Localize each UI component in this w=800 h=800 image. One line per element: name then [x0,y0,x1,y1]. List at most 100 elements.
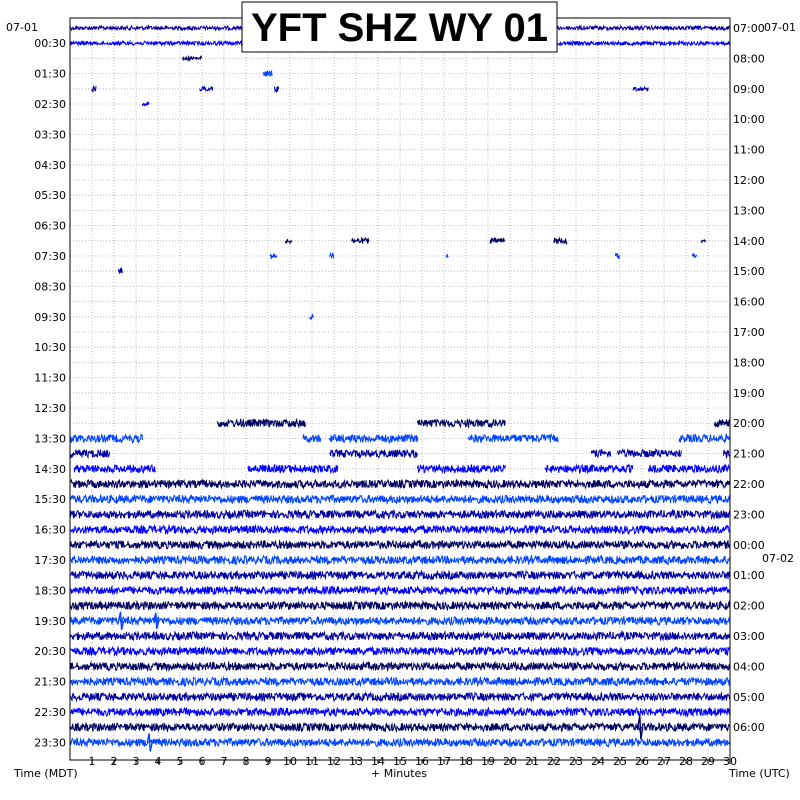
x-tick-label: 18 [459,755,473,768]
right-time-label: 09:00 [733,83,765,96]
trace-segment [69,706,731,718]
x-tick-label: 28 [679,755,693,768]
right-time-label: 20:00 [733,417,765,430]
trace-segment [247,463,339,475]
left-time-label: 07:30 [34,250,66,263]
trace-segment [142,100,150,107]
title-box [241,1,558,53]
x-tick-label: 21 [525,755,539,768]
right-time-label: 03:00 [733,630,765,643]
trace-segment [69,584,731,597]
trace-segment [199,85,214,92]
trace-segment [692,252,698,258]
x-tick-label: 6 [199,755,206,768]
trace-segment [489,237,506,244]
right-time-label: 04:00 [733,660,765,673]
trace-segment [69,508,731,521]
left-date-label: 07-01 [6,21,38,34]
x-tick-label: 10 [283,755,297,768]
x-tick-label: 7 [221,755,228,768]
trace-segment [69,478,731,490]
trace-segment [274,86,280,94]
right-time-label: 23:00 [733,508,765,521]
right-time-label: 11:00 [733,144,765,157]
trace-segment [69,433,143,445]
left-time-label: 12:30 [34,402,66,415]
right-time-labels: 07:00 08:00 09:00 10:00 11:00 12:00 13:00 14:00… [733,22,765,734]
right-time-label: 10:00 [733,113,765,126]
trace-segment [678,433,731,444]
right-time-label: 05:00 [733,691,765,704]
trace-segment [700,238,706,243]
trace-segment [69,675,731,688]
right-time-label: 00:00 [733,539,765,552]
left-time-label: 15:30 [34,493,66,506]
left-time-label: 19:30 [34,615,66,628]
trace-segment [722,449,731,460]
event-spike [146,733,153,752]
right-time-label: 01:00 [733,569,765,582]
event-spike [153,612,160,629]
right-time-label: 13:00 [733,204,765,217]
left-time-label: 14:30 [34,463,66,476]
event-spike [117,611,125,630]
trace-segment [69,736,731,749]
left-time-label: 00:30 [34,37,66,50]
x-tick-label: 1 [89,755,96,768]
x-tick-label: 20 [503,755,517,768]
x-axis-right-label: Time (UTC) [728,767,790,780]
x-tick-label: 8 [243,755,250,768]
x-tick-label: 4 [155,755,162,768]
right-time-label: 12:00 [733,174,765,187]
right-time-label: 14:00 [733,235,765,248]
x-tick-label: 17 [437,755,451,768]
left-time-label: 03:30 [34,128,66,141]
x-tick-label: 13 [349,755,363,768]
trace-segment [302,433,322,444]
left-time-label: 18:30 [34,584,66,597]
x-tick-label: 29 [701,755,715,768]
left-time-label: 21:30 [34,676,66,689]
right-time-label: 15:00 [733,265,765,278]
left-time-labels: 00:30 01:30 02:30 03:30 04:30 05:30 06:30 07:30… [34,37,66,749]
right-date-label: 07-01 [764,21,796,34]
x-tick-label: 12 [327,755,341,768]
right-time-label: 17:00 [733,326,765,339]
trace-segment [648,463,730,474]
left-time-label: 09:30 [34,311,66,324]
x-tick-label: 27 [657,755,671,768]
trace-segment [544,463,634,475]
x-tick-label: 30 [723,755,737,768]
x-tick-label: 15 [393,755,407,768]
trace-segment [417,464,507,475]
trace-segment [285,238,293,246]
right-time-label: 08:00 [733,52,765,65]
x-axis-left-label: Time (MDT) [13,767,78,780]
right-time-label: 19:00 [733,387,765,400]
trace-segment [91,85,97,93]
x-tick-label: 9 [265,755,272,768]
trace-segment [73,463,156,475]
x-tick-label: 22 [547,755,561,768]
x-tick-label: 16 [415,755,429,768]
trace-segment [69,721,731,734]
left-time-label: 04:30 [34,159,66,172]
right-time-label: 21:00 [733,448,765,461]
trace-segment [632,85,649,92]
event-spike [637,715,644,740]
left-time-label: 17:30 [34,554,66,567]
x-tick-label: 19 [481,755,495,768]
trace-segment [181,54,203,62]
trace-segment [417,417,506,429]
trace-segment [216,417,306,429]
left-time-label: 22:30 [34,706,66,719]
right-time-label: 16:00 [733,296,765,309]
x-tick-label: 24 [591,755,605,768]
trace-segment [117,266,123,275]
left-time-label: 10:30 [34,341,66,354]
left-time-label: 06:30 [34,220,66,233]
left-time-label: 01:30 [34,68,66,81]
x-tick-label: 11 [305,755,319,768]
trace-segment [329,448,419,460]
